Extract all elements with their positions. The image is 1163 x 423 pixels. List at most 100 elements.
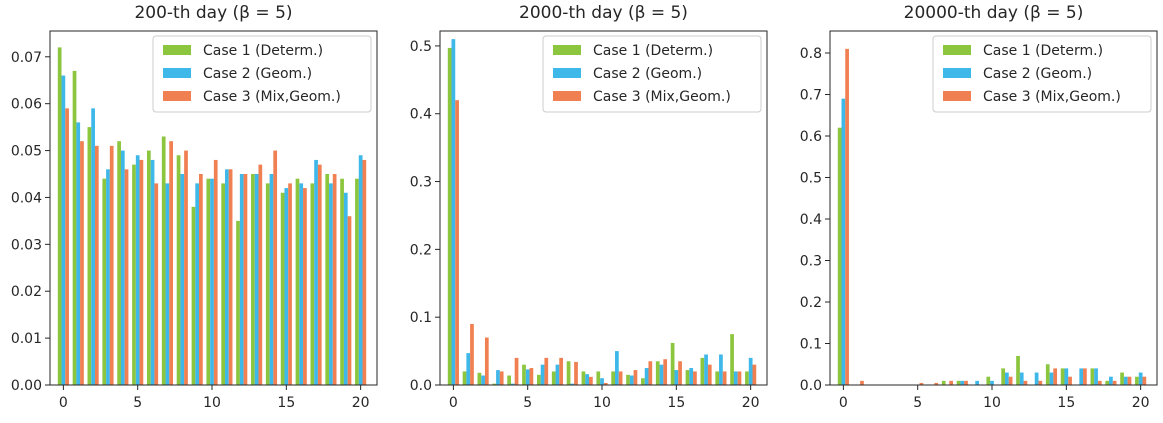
bar-s3-x1 — [470, 323, 474, 385]
x-tick-label: 5 — [523, 395, 532, 411]
y-tick-label: 0.02 — [11, 284, 42, 300]
axes-frame — [439, 30, 768, 386]
bar-s2-x17 — [314, 159, 318, 385]
bar-s1-x0 — [837, 127, 842, 385]
y-tick-label: 0.07 — [11, 50, 42, 66]
bar-s3-x14 — [273, 150, 278, 385]
bar-s3-x10 — [603, 382, 608, 385]
legend-label-1: Case 1 (Determ.) — [593, 43, 713, 59]
bar-s1-x14 — [655, 361, 660, 385]
bar-s3-x0 — [455, 100, 459, 385]
bar-s2-x18 — [329, 183, 333, 385]
legend-label-2: Case 2 (Geom.) — [983, 66, 1092, 82]
bar-s3-x6 — [544, 357, 549, 385]
bars — [57, 47, 367, 385]
bar-s2-x12 — [629, 375, 634, 385]
chart-title: 20000-th day (β = 5) — [904, 3, 1084, 23]
bar-s1-x13 — [251, 174, 255, 385]
y-tick-label: 0.1 — [410, 310, 432, 326]
bar-s1-x12 — [626, 374, 630, 385]
bar-s3-x20 — [1142, 376, 1147, 385]
bar-s3-x19 — [737, 371, 742, 385]
bar-s1-x1 — [72, 70, 77, 385]
bar-s2-x8 — [960, 380, 965, 385]
bar-s3-x2 — [484, 337, 489, 385]
bar-s3-x18 — [1112, 380, 1117, 385]
bar-s1-x7 — [161, 136, 166, 385]
bar-s3-x11 — [618, 371, 623, 385]
bar-s3-x16 — [693, 371, 697, 385]
bar-s2-x14 — [1049, 372, 1054, 385]
x-tick-label: 15 — [277, 395, 295, 411]
bar-s1-x20 — [355, 178, 359, 385]
bar-s3-x0 — [845, 48, 849, 385]
legend: Case 1 (Determ.) Case 2 (Geom.) Case 3 (Mi… — [542, 35, 762, 113]
bar-s3-x16 — [303, 188, 307, 385]
bar-s3-x9 — [199, 174, 203, 385]
x-tick-label: 0 — [449, 395, 458, 411]
axes-frame — [829, 30, 1158, 386]
bar-s1-x17 — [700, 357, 705, 385]
legend-swatch-1 — [163, 45, 191, 55]
y-tick-label: 0.3 — [800, 253, 822, 269]
bar-s3-x18 — [332, 174, 337, 385]
y-tick-label: 0.4 — [410, 107, 432, 123]
bar-s1-x11 — [611, 371, 616, 385]
bar-s3-x8 — [184, 150, 188, 385]
bar-s2-x6 — [540, 364, 545, 385]
bar-s1-x1 — [462, 371, 467, 385]
bar-s1-x19 — [730, 334, 734, 385]
bar-s1-x8 — [176, 155, 181, 385]
bar-s1-x8 — [566, 361, 571, 385]
bar-s3-x4 — [124, 169, 129, 385]
bar-s2-x3 — [106, 169, 110, 385]
y-tick-label: 0.7 — [800, 87, 822, 103]
bar-s3-x11 — [228, 169, 233, 385]
bar-s2-x18 — [1109, 376, 1113, 385]
bar-s3-x19 — [1127, 376, 1132, 385]
x-tick-label: 10 — [983, 395, 1001, 411]
bar-s1-x20 — [1135, 376, 1139, 385]
y-tick-label: 0.06 — [11, 97, 42, 113]
bar-s3-x1 — [860, 380, 864, 385]
bar-s3-x12 — [633, 370, 638, 385]
chart-title: 200-th day (β = 5) — [134, 3, 292, 23]
y-tick-label: 0.1 — [800, 336, 822, 352]
y-tick-label: 0.2 — [800, 295, 822, 311]
legend-label-3: Case 3 (Mix,Geom.) — [983, 89, 1121, 105]
bar-s2-x19 — [1123, 376, 1128, 385]
bar-s2-x11 — [225, 169, 229, 385]
bars — [447, 39, 757, 385]
bar-s1-x14 — [1045, 364, 1050, 385]
x-tick-label: 5 — [913, 395, 922, 411]
bar-s2-x0 — [841, 98, 846, 385]
bar-s3-x17 — [707, 364, 712, 385]
bar-s3-x8 — [574, 361, 578, 385]
bar-s2-x20 — [1138, 372, 1143, 385]
bar-s3-x12 — [1023, 380, 1028, 385]
bar-s2-x2 — [91, 108, 95, 385]
legend-swatch-2 — [163, 68, 191, 78]
bar-s3-x13 — [648, 361, 653, 385]
bar-s3-x20 — [752, 364, 757, 385]
bar-s2-x2 — [481, 375, 485, 385]
legend-swatch-1 — [943, 45, 971, 55]
x-tick-label: 0 — [839, 395, 848, 411]
bar-s2-x17 — [1094, 368, 1098, 385]
bar-s3-x6 — [934, 382, 939, 385]
bar-s2-x1 — [466, 353, 471, 385]
bar-s2-x12 — [1019, 372, 1024, 385]
legend-swatch-2 — [943, 68, 971, 78]
bar-s2-x7 — [555, 364, 560, 385]
bar-s1-x5 — [132, 164, 136, 385]
y-tick-label: 0.4 — [800, 212, 822, 228]
bar-s2-x10 — [600, 378, 604, 385]
bar-s3-x15 — [288, 183, 292, 385]
y-tick-label: 0.2 — [410, 242, 432, 258]
bar-s2-x13 — [1034, 372, 1039, 385]
bar-s3-x8 — [964, 380, 968, 385]
x-tick-label: 15 — [1057, 395, 1075, 411]
legend-label-2: Case 2 (Geom.) — [203, 66, 312, 82]
legend-box — [152, 35, 372, 113]
